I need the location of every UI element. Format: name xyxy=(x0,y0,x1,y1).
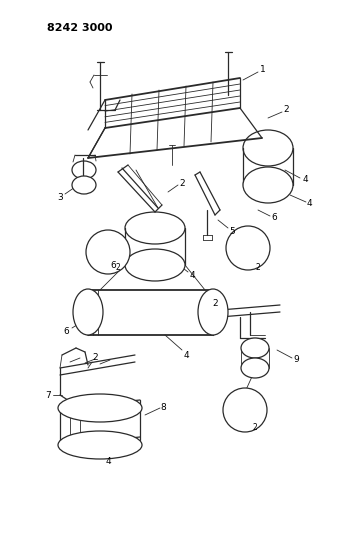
Text: 2: 2 xyxy=(212,298,218,308)
Ellipse shape xyxy=(73,289,103,335)
Circle shape xyxy=(86,230,130,274)
Ellipse shape xyxy=(125,249,185,281)
Ellipse shape xyxy=(241,358,269,378)
Text: 2: 2 xyxy=(179,179,185,188)
Text: 6: 6 xyxy=(271,214,277,222)
Text: 4: 4 xyxy=(105,457,111,466)
Text: 7: 7 xyxy=(45,391,51,400)
Text: 2: 2 xyxy=(253,424,257,432)
Text: 4: 4 xyxy=(306,199,312,208)
Ellipse shape xyxy=(72,176,96,194)
Ellipse shape xyxy=(58,394,142,422)
Text: 2: 2 xyxy=(92,353,98,362)
Text: 2: 2 xyxy=(283,106,289,115)
Ellipse shape xyxy=(58,431,142,459)
Text: 6: 6 xyxy=(110,262,116,271)
Text: 2: 2 xyxy=(116,263,120,272)
Text: 8242 3000: 8242 3000 xyxy=(47,23,113,33)
Text: 9: 9 xyxy=(293,356,299,365)
Text: 4: 4 xyxy=(302,175,308,184)
Text: 5: 5 xyxy=(229,228,235,237)
Circle shape xyxy=(226,226,270,270)
Ellipse shape xyxy=(243,167,293,203)
Text: 3: 3 xyxy=(57,193,63,203)
Text: 4: 4 xyxy=(189,271,195,279)
Circle shape xyxy=(223,388,267,432)
Ellipse shape xyxy=(241,338,269,358)
Ellipse shape xyxy=(198,289,228,335)
Text: 8: 8 xyxy=(160,402,166,411)
Text: 6: 6 xyxy=(63,327,69,336)
Text: 2: 2 xyxy=(256,263,261,272)
Text: 1: 1 xyxy=(260,66,266,75)
Text: 4: 4 xyxy=(183,351,189,359)
